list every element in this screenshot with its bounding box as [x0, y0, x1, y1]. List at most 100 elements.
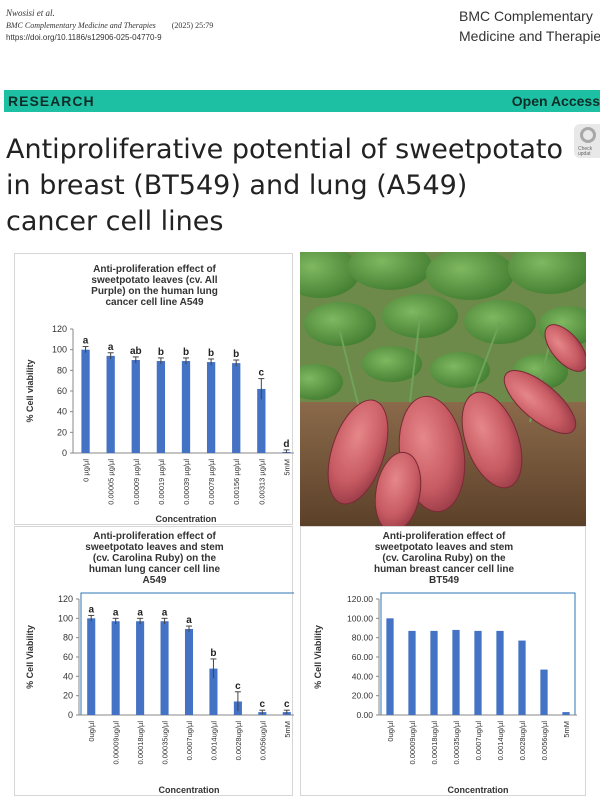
check-for-updates-badge[interactable]: Check updat — [574, 124, 600, 158]
bar — [540, 669, 548, 715]
significance-letter: b — [158, 347, 164, 358]
bar — [452, 629, 460, 715]
x-tick-label: 0.0028ug/µl — [518, 721, 527, 761]
sweetpotato-photo — [300, 252, 586, 530]
x-axis-label: Concentration — [155, 514, 216, 524]
significance-letter: c — [259, 368, 265, 379]
journal-logo-line2: Medicine and Therapies — [459, 28, 600, 44]
x-axis-label: Concentration — [447, 785, 508, 795]
x-tick-label: 0ug/µl — [386, 721, 395, 742]
y-axis-label: % Cell Viability — [25, 625, 35, 689]
bar — [81, 349, 90, 453]
bar — [496, 630, 504, 715]
significance-letter: c — [260, 699, 266, 710]
doi-link[interactable]: https://doi.org/10.1186/s12906-025-04770… — [6, 33, 162, 42]
x-tick-label: 0.00019 µg/µl — [157, 459, 166, 505]
significance-letter: c — [284, 699, 290, 710]
chart-a549-carolina-ruby: Anti-proliferation effect ofsweetpotato … — [25, 531, 294, 795]
bar — [474, 630, 482, 715]
y-tick-label: 80 — [57, 365, 67, 375]
sweetpotato-image — [300, 252, 586, 530]
x-tick-label: 0.00078 µg/µl — [207, 459, 216, 505]
x-tick-label: 0.00039 µg/µl — [182, 459, 191, 505]
chart-panel-2: Anti-proliferation effect of sweetpotato … — [14, 526, 294, 796]
significance-letter: a — [162, 607, 168, 618]
y-tick-label: 40.00 — [352, 671, 374, 681]
article-title: Antiproliferative potential of sweetpota… — [6, 134, 564, 237]
bar — [106, 355, 115, 453]
badge-line1: Check — [578, 146, 593, 152]
bar — [181, 361, 191, 453]
chart-panel-1: Anti-proliferation effect of sweetpotato … — [14, 253, 294, 525]
check-updates-icon — [580, 127, 596, 143]
bar — [184, 628, 194, 715]
bar — [156, 361, 166, 453]
article-type-band: RESEARCH Open Access — [4, 90, 600, 112]
x-tick-label: 0.00018ug/µl — [430, 721, 439, 765]
x-tick-label: 5mM — [283, 721, 292, 738]
bar — [136, 621, 145, 715]
x-tick-label: 0.0007ug/µl — [474, 721, 483, 761]
x-tick-label: 0.0014ug/µl — [496, 721, 505, 761]
article-type: RESEARCH — [8, 93, 95, 109]
chart-title-line: human breast cancer cell line — [374, 564, 514, 575]
significance-letter: a — [88, 604, 94, 615]
authors: Nwosisi et al. — [6, 8, 55, 18]
y-axis-label: % Cell viability — [25, 359, 35, 422]
open-access-label: Open Access — [511, 93, 600, 109]
bar — [232, 363, 241, 453]
y-tick-label: 60 — [63, 652, 73, 662]
y-tick-label: 60 — [57, 386, 67, 396]
journal-name: BMC Complementary Medicine and Therapies — [6, 21, 156, 30]
bar — [518, 640, 526, 715]
bar — [430, 630, 438, 715]
chart-title-line: human lung cancer cell line — [89, 564, 221, 575]
x-tick-label: 0.00009 µg/µl — [132, 459, 141, 505]
bar — [131, 360, 140, 453]
x-tick-label: 0.0056ug/µl — [540, 721, 549, 761]
chart-title-line: Anti-proliferation effect of — [383, 531, 506, 542]
y-tick-label: 80 — [63, 633, 73, 643]
chart-panel-3: Anti-proliferation effect of sweetpotato … — [300, 526, 586, 796]
x-tick-label: 5mM — [282, 459, 291, 476]
x-tick-label: 0.0007ug/µl — [185, 721, 194, 761]
significance-letter: a — [186, 615, 192, 626]
y-tick-label: 40 — [57, 407, 67, 417]
y-tick-label: 20 — [57, 427, 67, 437]
significance-letter: ab — [130, 346, 142, 357]
bar — [206, 362, 216, 453]
y-tick-label: 60.00 — [352, 652, 374, 662]
bar — [257, 388, 266, 453]
chart-title-line: (cv. Carolina Ruby) on the — [382, 553, 506, 564]
journal-logo: BMC Complementary Medicine and Therapies — [459, 6, 600, 46]
y-tick-label: 100 — [52, 345, 67, 355]
x-tick-label: 0.00035ug/µl — [452, 721, 461, 765]
y-tick-label: 20.00 — [352, 691, 374, 701]
chart-title-line: sweetpotato leaves (cv. All — [91, 275, 217, 286]
y-tick-label: 40 — [63, 671, 73, 681]
significance-letter: c — [235, 681, 241, 692]
bar — [408, 630, 416, 715]
article-header: Nwosisi et al. BMC Complementary Medicin… — [6, 8, 336, 42]
chart-title-line: BT549 — [429, 575, 459, 586]
significance-letter: d — [283, 439, 289, 450]
badge-line2: updat — [578, 151, 591, 157]
journal-citation: BMC Complementary Medicine and Therapies… — [6, 21, 336, 30]
y-tick-label: 120 — [58, 594, 73, 604]
bar — [209, 668, 218, 715]
y-tick-label: 100 — [58, 613, 73, 623]
x-tick-label: 0ug/µl — [87, 721, 96, 742]
chart-title-line: sweetpotato leaves and stem — [375, 542, 513, 553]
x-tick-label: 0.0056ug/µl — [258, 721, 267, 761]
y-tick-label: 0 — [68, 710, 73, 720]
significance-letter: a — [137, 607, 143, 618]
significance-letter: a — [113, 607, 119, 618]
x-axis-label: Concentration — [158, 785, 219, 795]
chart-title-line: Purple) on the human lung — [91, 286, 218, 297]
x-tick-label: 0 µg/µl — [82, 459, 91, 482]
y-tick-label: 100.00 — [347, 613, 373, 623]
significance-letter: b — [208, 348, 214, 359]
y-tick-label: 0 — [62, 448, 67, 458]
x-tick-label: 0.00009ug/µl — [112, 721, 121, 765]
chart-title-line: Anti-proliferation effect of — [93, 531, 216, 542]
